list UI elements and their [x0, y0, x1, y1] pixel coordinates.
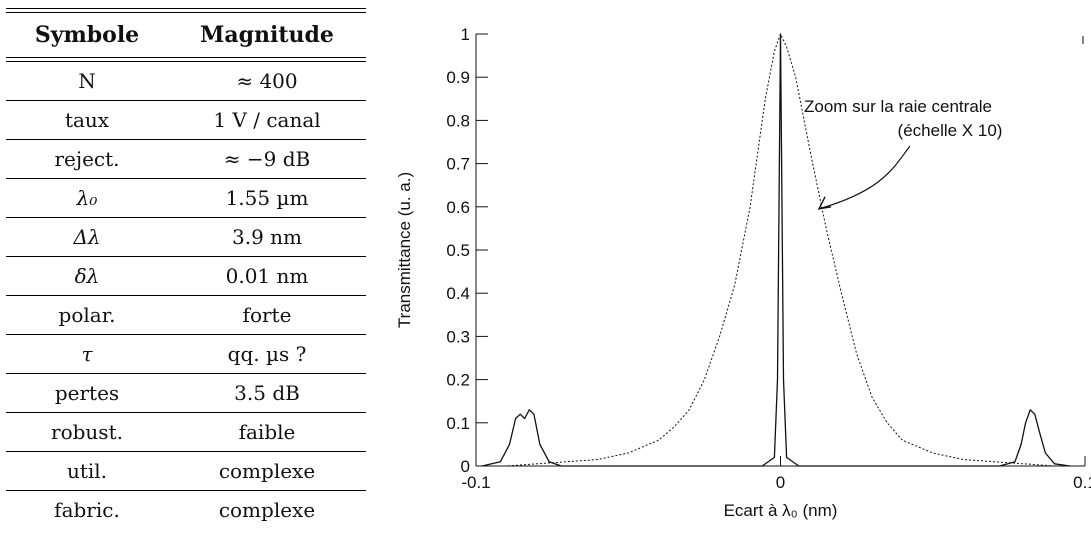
x-tick-label: -0.1	[461, 473, 490, 492]
annotation-arrowhead	[817, 196, 832, 210]
table-row: λ₀ 1.55 µm	[6, 178, 366, 218]
y-tick-label: 0.9	[446, 68, 470, 87]
row-value: 3.5 dB	[168, 373, 366, 413]
row-symbol: N	[6, 62, 168, 101]
table-row: fabric. complexe	[6, 491, 366, 530]
series-line-zoom-dotted	[476, 33, 1085, 467]
row-symbol: Δλ	[6, 217, 168, 257]
spec-table-body: N ≈ 400 taux 1 V / canal reject. ≈ −9 dB…	[6, 62, 366, 529]
row-symbol: τ	[6, 334, 168, 374]
row-value: 1.55 µm	[168, 178, 366, 218]
table-row: δλ 0.01 nm	[6, 256, 366, 296]
row-value: ≈ 400	[168, 62, 366, 101]
series	[476, 33, 1085, 467]
series-line-solid	[481, 33, 1070, 467]
transmittance-chart: 00.10.20.30.40.50.60.70.80.91-0.100.1 Zo…	[390, 0, 1091, 533]
spec-table-container: Symbole Magnitude N ≈ 400 taux 1 V / can…	[6, 8, 366, 529]
table-row: util. complexe	[6, 451, 366, 491]
table-row: N ≈ 400	[6, 62, 366, 101]
row-value: 1 V / canal	[168, 100, 366, 140]
axes: 00.10.20.30.40.50.60.70.80.91-0.100.1	[446, 25, 1091, 492]
y-tick-label: 0.1	[446, 414, 470, 433]
y-tick-label: 0.8	[446, 111, 470, 130]
header-magnitude: Magnitude	[200, 22, 334, 48]
annotation-arrow	[818, 145, 911, 210]
header-symbole: Symbole	[34, 22, 140, 48]
table-top-rule	[6, 8, 366, 13]
row-symbol: util.	[6, 451, 168, 491]
transmittance-plot: 00.10.20.30.40.50.60.70.80.91-0.100.1 Zo…	[395, 25, 1091, 520]
y-tick-label: 0	[461, 457, 470, 476]
x-tick-label: 0.1	[1073, 473, 1091, 492]
table-row: pertes 3.5 dB	[6, 373, 366, 413]
row-value: 0.01 nm	[168, 256, 366, 296]
table-header-row: Symbole Magnitude	[6, 13, 366, 57]
x-axis-label: Ecart à λ₀ (nm)	[724, 501, 838, 520]
row-value: complexe	[168, 451, 366, 491]
y-axis-label: Transmittance (u. a.)	[395, 172, 414, 328]
row-symbol: reject.	[6, 139, 168, 179]
y-tick-label: 0.4	[446, 284, 470, 303]
row-value: complexe	[218, 498, 316, 522]
table-header-rule	[6, 57, 366, 62]
annotation-line-1: Zoom sur la raie centrale	[804, 97, 992, 116]
x-tick-label: 0	[776, 473, 785, 492]
y-tick-label: 0.6	[446, 198, 470, 217]
row-symbol: polar.	[6, 295, 168, 335]
table-row: robust. faible	[6, 412, 366, 452]
table-row: polar. forte	[6, 295, 366, 335]
y-tick-label: 0.2	[446, 371, 470, 390]
y-tick-label: 0.7	[446, 155, 470, 174]
y-tick-label: 1	[461, 25, 470, 44]
table-row: τ qq. µs ?	[6, 334, 366, 374]
row-value: qq. µs ?	[168, 334, 366, 374]
row-symbol: pertes	[6, 373, 168, 413]
table-row: reject. ≈ −9 dB	[6, 139, 366, 179]
row-symbol: taux	[6, 100, 168, 140]
row-symbol: robust.	[6, 412, 168, 452]
row-symbol: fabric.	[54, 498, 120, 522]
annotation-line-2: (échelle X 10)	[898, 121, 1003, 140]
table-row: Δλ 3.9 nm	[6, 217, 366, 257]
table-row: taux 1 V / canal	[6, 100, 366, 140]
row-value: ≈ −9 dB	[168, 139, 366, 179]
row-symbol: δλ	[6, 256, 168, 296]
row-value: forte	[168, 295, 366, 335]
row-value: 3.9 nm	[168, 217, 366, 257]
spec-table: Symbole Magnitude	[6, 13, 366, 57]
y-tick-label: 0.5	[446, 241, 470, 260]
row-symbol: λ₀	[6, 178, 168, 218]
row-value: faible	[168, 412, 366, 452]
y-tick-label: 0.3	[446, 327, 470, 346]
